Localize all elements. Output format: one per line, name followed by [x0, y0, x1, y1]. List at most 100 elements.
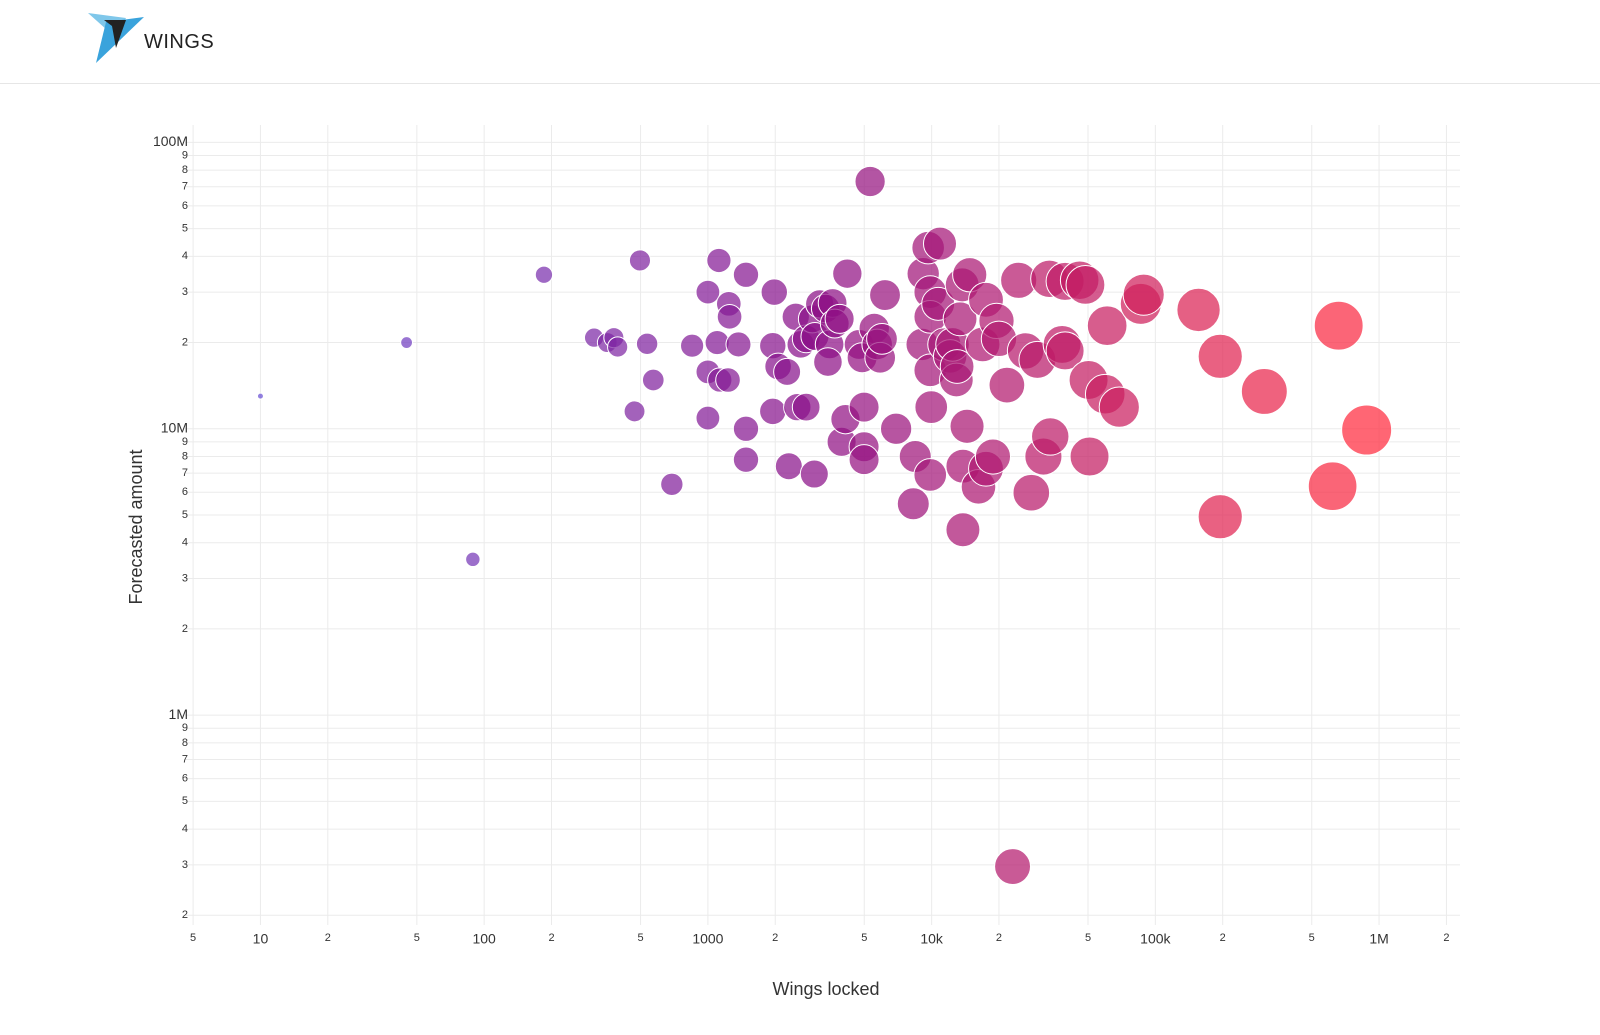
y-tick-label: 10M — [161, 419, 188, 435]
point — [824, 303, 855, 334]
x-tick-label: 5 — [637, 932, 643, 944]
point — [974, 438, 1012, 475]
point — [635, 332, 659, 355]
x-tick-label: 5 — [861, 932, 867, 944]
point — [1313, 300, 1364, 351]
point — [1307, 461, 1358, 512]
logo-wing — [96, 17, 144, 63]
point — [760, 278, 788, 306]
logo-body — [104, 20, 126, 48]
point — [1086, 305, 1128, 347]
y-tick-label: 5 — [182, 509, 188, 521]
grid — [185, 125, 1460, 925]
point — [1012, 473, 1051, 512]
point — [945, 512, 981, 548]
point — [994, 848, 1032, 886]
point — [1045, 331, 1085, 371]
y-tick-label: 9 — [182, 149, 188, 161]
y-tick-label: 2 — [182, 909, 188, 921]
point — [465, 551, 481, 568]
x-tick-label: 2 — [772, 932, 778, 944]
point — [725, 331, 752, 358]
x-tick-label: 2 — [325, 932, 331, 944]
x-tick-label: 10k — [920, 931, 944, 947]
y-tick-label: 5 — [182, 222, 188, 234]
point — [660, 472, 684, 496]
x-tick-label: 5 — [414, 932, 420, 944]
point — [534, 265, 554, 284]
x-tick-label: 2 — [996, 932, 1002, 944]
point — [695, 405, 721, 431]
point — [641, 368, 665, 392]
point — [623, 400, 646, 423]
point — [869, 279, 901, 311]
points — [256, 165, 1393, 886]
x-tick-label: 1000 — [692, 931, 723, 947]
y-tick-label: 8 — [182, 164, 188, 176]
y-tick-label: 100M — [153, 133, 188, 149]
y-tick-label: 6 — [182, 486, 188, 498]
y-tick-label: 2 — [182, 623, 188, 635]
point — [1176, 287, 1221, 333]
point — [715, 367, 741, 393]
y-tick-label: 7 — [182, 753, 188, 765]
y-tick-label: 4 — [182, 823, 188, 835]
point — [939, 349, 975, 384]
y-tick-label: 3 — [182, 859, 188, 871]
point — [1240, 367, 1288, 415]
point — [695, 279, 721, 305]
point — [866, 323, 898, 355]
x-tick-label: 5 — [1085, 932, 1091, 944]
y-tick-label: 1M — [169, 706, 188, 722]
point — [680, 333, 705, 358]
brand: WINGS — [144, 31, 215, 53]
x-axis-title: Wings locked — [772, 979, 879, 999]
y-tick-label: 6 — [182, 200, 188, 212]
point — [848, 391, 880, 423]
point — [832, 258, 863, 289]
y-tick-label: 8 — [182, 450, 188, 462]
x-tick-label: 100 — [472, 931, 496, 947]
x-tick-label: 1M — [1369, 931, 1388, 947]
point — [773, 357, 802, 386]
header: WINGS — [0, 0, 1600, 84]
y-tick-label: 9 — [182, 436, 188, 448]
y-tick-label: 7 — [182, 181, 188, 193]
y-tick-label: 6 — [182, 773, 188, 785]
x-tick-label: 10 — [253, 931, 269, 947]
point — [1197, 494, 1243, 540]
point — [1122, 273, 1165, 316]
y-tick-label: 8 — [182, 737, 188, 749]
point — [732, 415, 760, 442]
y-tick-label: 2 — [182, 336, 188, 348]
point — [732, 446, 760, 473]
y-tick-label: 4 — [182, 250, 188, 262]
point — [732, 261, 760, 288]
x-tick-label: 5 — [1309, 932, 1315, 944]
logo — [88, 13, 144, 63]
y-tick-label: 7 — [182, 467, 188, 479]
point — [813, 347, 843, 377]
point — [759, 397, 787, 426]
point — [1197, 333, 1243, 379]
point — [913, 458, 948, 492]
y-axis-title: Forecasted amount — [126, 449, 146, 604]
point — [879, 412, 913, 445]
point — [799, 459, 829, 489]
point — [896, 487, 930, 521]
point — [400, 336, 413, 349]
point — [774, 452, 803, 481]
point — [914, 390, 949, 424]
y-tick-label: 5 — [182, 795, 188, 807]
point — [791, 392, 821, 422]
y-tick-label: 3 — [182, 572, 188, 584]
x-tick-label: 100k — [1140, 931, 1171, 947]
point — [1065, 264, 1106, 305]
x-tick-label: 5 — [190, 932, 196, 944]
point — [952, 257, 988, 293]
x-tick-label: 2 — [1443, 932, 1449, 944]
point — [949, 408, 985, 444]
point — [848, 444, 880, 476]
